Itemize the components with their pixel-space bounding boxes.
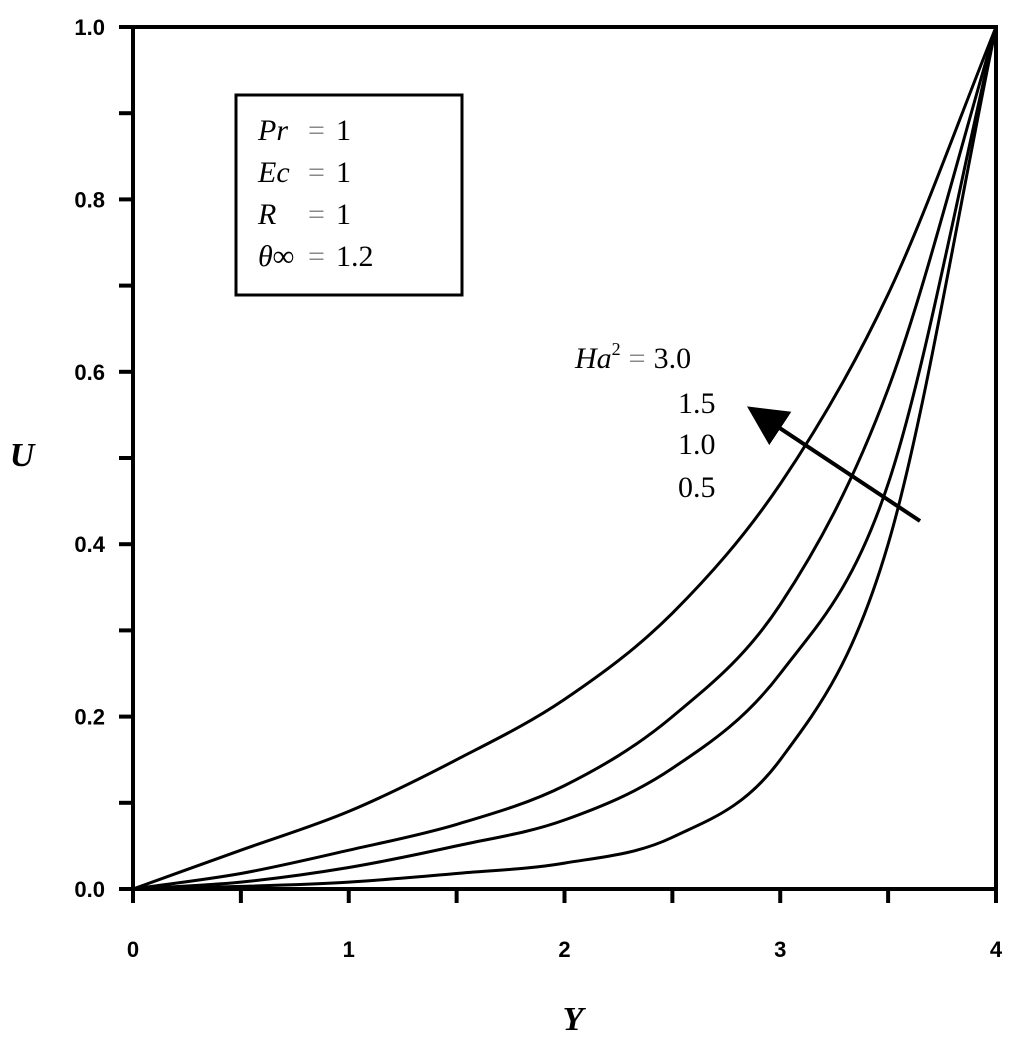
series-line-2 (132, 26, 998, 891)
trend-arrow (746, 406, 922, 523)
param-name-0: Pr (257, 114, 288, 147)
param-value-2: 1 (336, 198, 351, 231)
series-label-header: Ha2 = 3.0 (574, 339, 691, 375)
x-axis-title: Y (563, 1001, 587, 1038)
x-tick-label-1: 1 (343, 937, 355, 962)
parameter-box: Pr = 1 Ec = 1 R = 1 θ∞ = 1.2 (234, 93, 464, 297)
param-name-2: R (257, 198, 276, 231)
series-line-0 (132, 26, 998, 891)
param-name-1: Ec (257, 156, 290, 189)
ticks-layer (119, 25, 998, 903)
parameter-box-frame (234, 93, 464, 297)
series-label-sup: 2 (612, 339, 621, 359)
series-label-value-1: 1.5 (678, 387, 716, 420)
y-axis-title: U (10, 437, 37, 474)
param-eq-3: = (308, 240, 325, 273)
series-annotation: Ha2 = 3.0 1.5 1.0 0.5 (574, 339, 922, 523)
series-line-3 (132, 26, 998, 891)
x-tick-label-2: 2 (558, 937, 570, 962)
y-tick-label-3: 0.6 (74, 360, 105, 385)
series-label-value-0: 3.0 (654, 342, 692, 375)
series-line-1 (132, 26, 998, 891)
series-label-prefix: Ha (574, 342, 612, 375)
x-tick-label-4: 4 (990, 937, 1003, 962)
param-value-3: 1.2 (336, 240, 374, 273)
param-value-1: 1 (336, 156, 351, 189)
curves-layer (132, 26, 998, 891)
y-tick-label-4: 0.8 (74, 187, 105, 212)
param-eq-0: = (308, 114, 325, 147)
x-tick-label-3: 3 (774, 937, 786, 962)
y-tick-label-1: 0.2 (74, 705, 105, 730)
param-eq-1: = (308, 156, 325, 189)
y-tick-label-0: 0.0 (74, 877, 105, 902)
parameter-list: Pr = 1 Ec = 1 R = 1 θ∞ = 1.2 (257, 114, 374, 273)
param-value-0: 1 (336, 114, 351, 147)
series-label-eq: = (629, 342, 646, 375)
series-label-value-3: 0.5 (678, 471, 716, 504)
param-name-3: θ∞ (258, 240, 294, 273)
y-tick-label-2: 0.4 (74, 532, 105, 557)
y-tick-label-5: 1.0 (74, 15, 105, 40)
param-eq-2: = (308, 198, 325, 231)
x-tick-label-0: 0 (127, 937, 139, 962)
series-label-value-2: 1.0 (678, 428, 716, 461)
tick-labels-layer: 0 1 2 3 4 0.0 0.2 0.4 0.6 0.8 1.0 (74, 15, 1002, 962)
